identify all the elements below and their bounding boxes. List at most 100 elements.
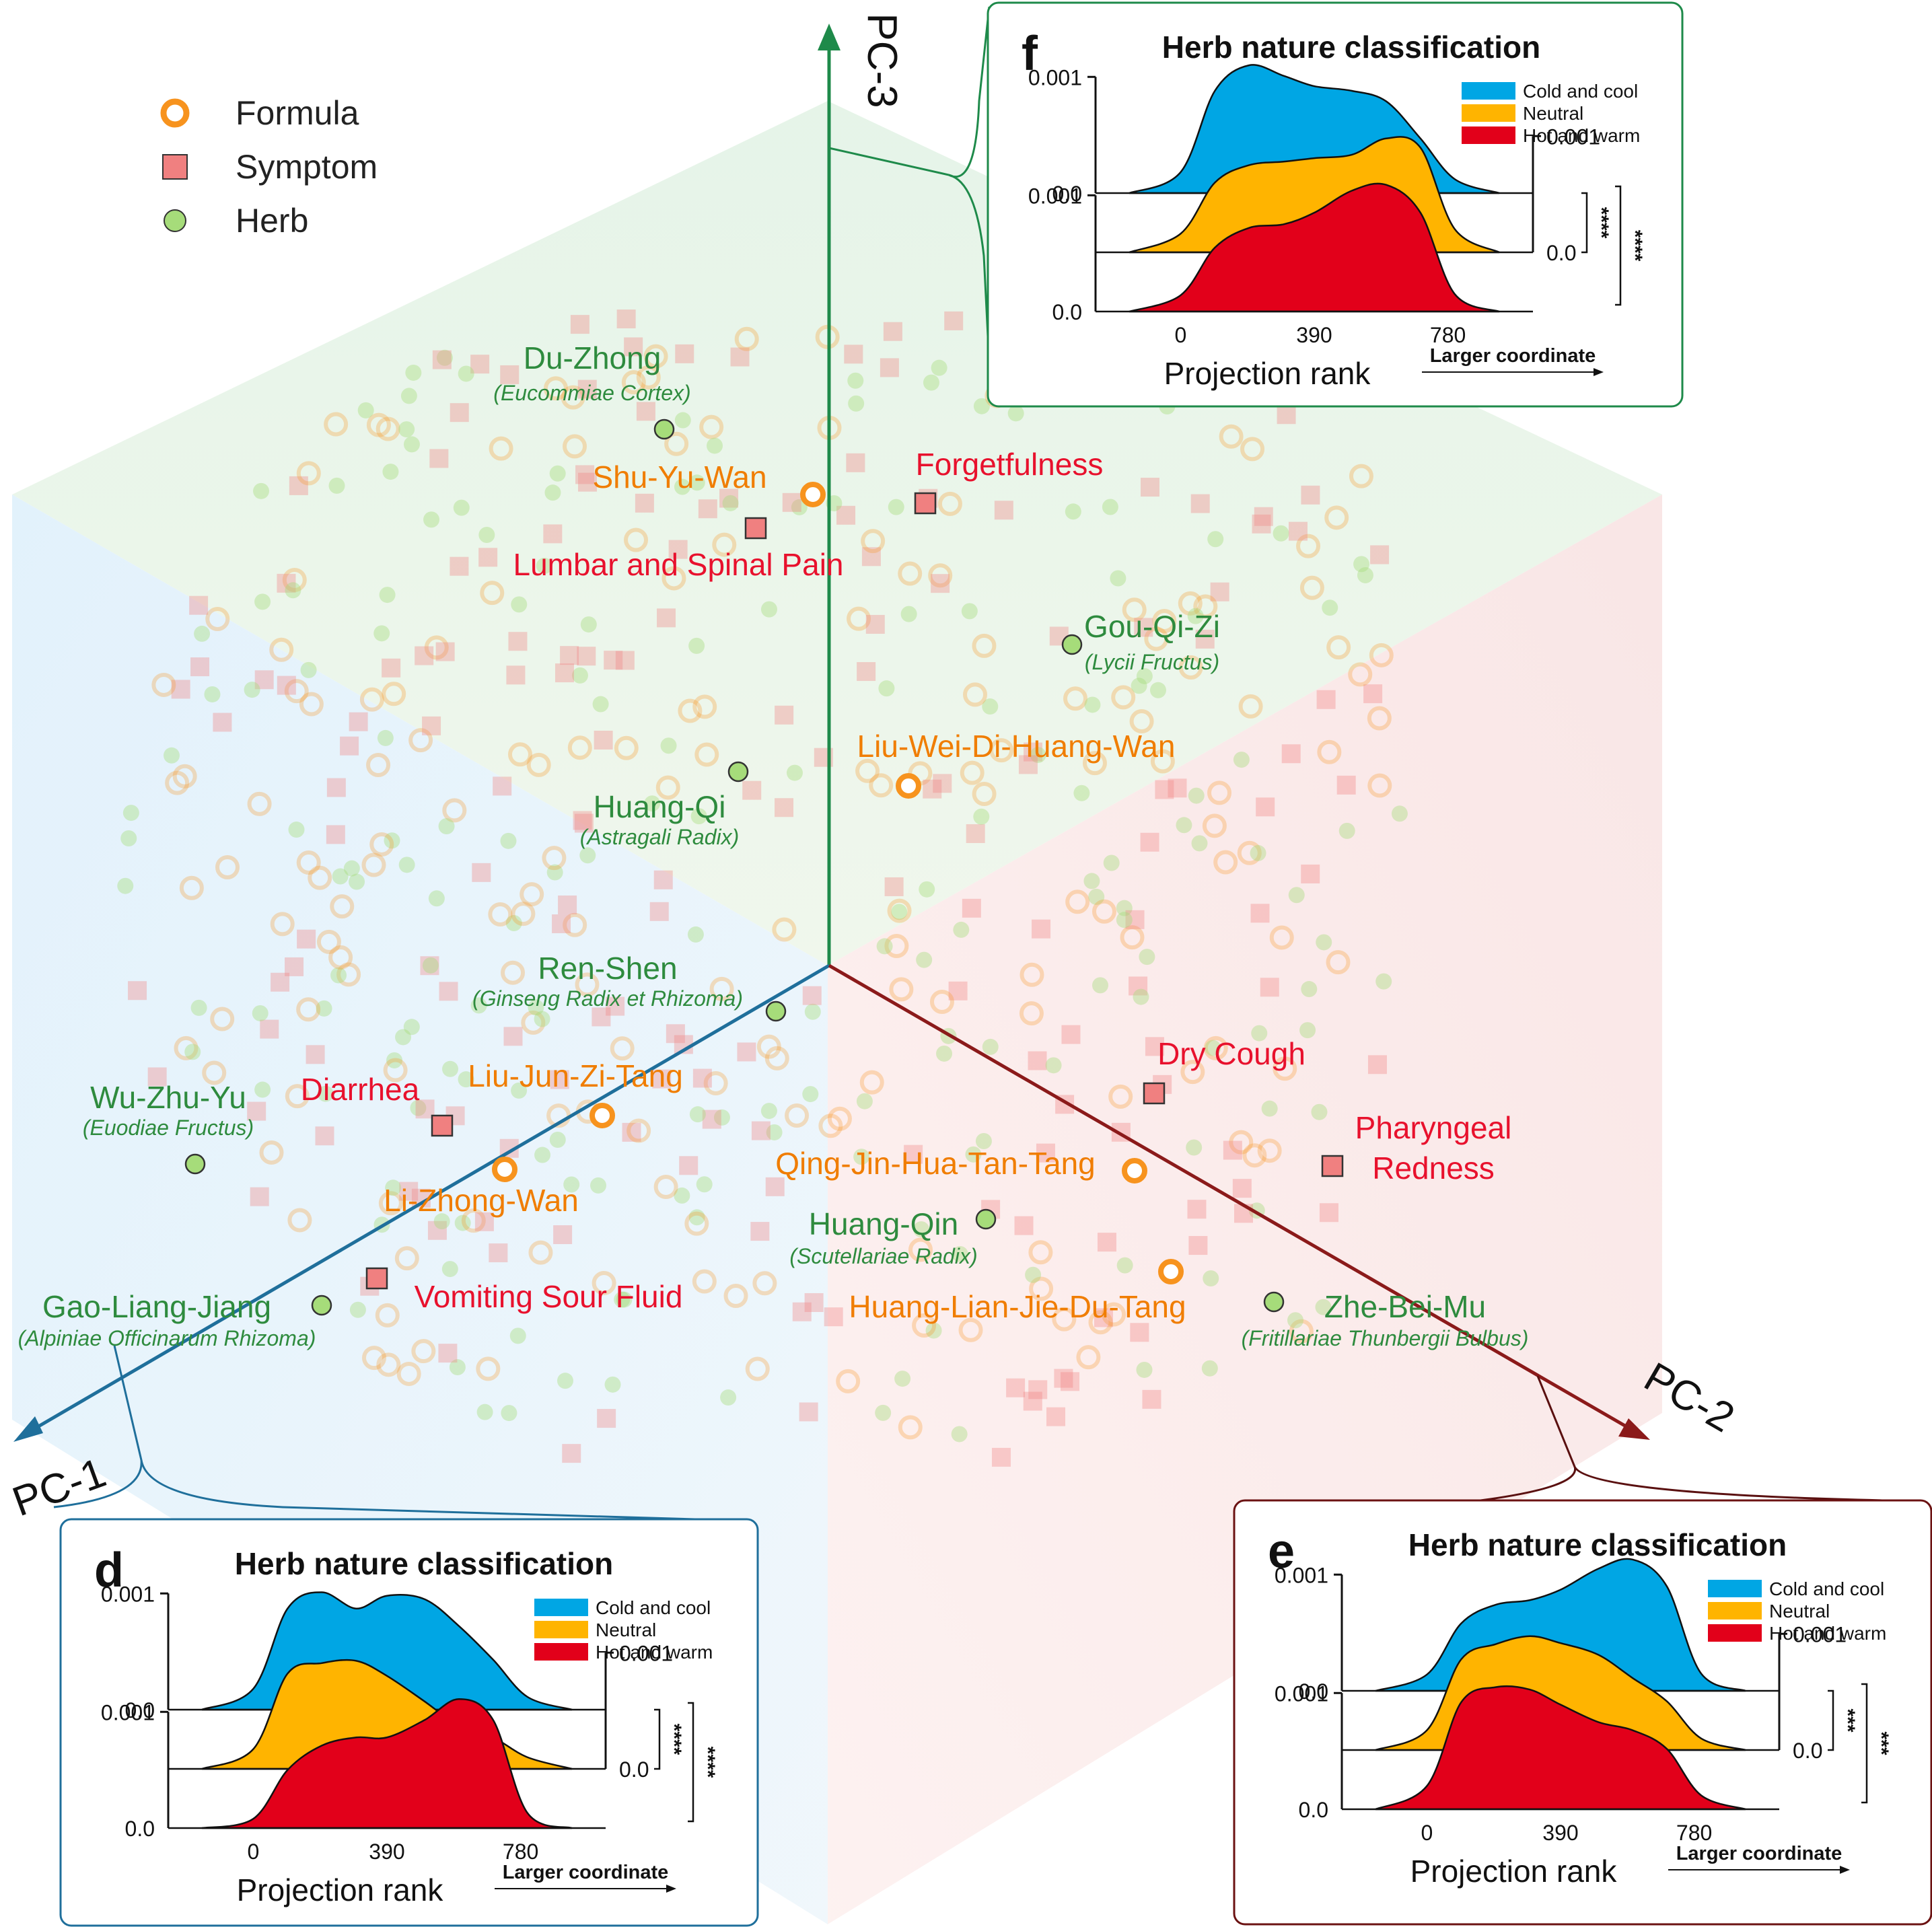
bg-herb-point [1110, 570, 1126, 587]
bg-symptom-point [1281, 744, 1301, 764]
bg-formula-point [756, 1034, 781, 1059]
point-latin-name: (Lycii Fructus) [1085, 650, 1219, 674]
bg-formula-point [1076, 1345, 1101, 1370]
bg-symptom-point [190, 657, 210, 677]
bg-formula-point [1088, 1310, 1113, 1335]
panel-legend-label: Neutral [596, 1619, 656, 1640]
ridge-y-tick-label: 0.0 [1299, 1679, 1328, 1704]
bg-herb-point [288, 822, 305, 838]
bg-formula-point [627, 1118, 651, 1143]
ridge-y-tick-label: 0.0 [125, 1817, 155, 1841]
bg-formula-point [520, 882, 544, 907]
point-label: Huang-Qin [809, 1206, 958, 1241]
bg-formula-point [972, 633, 997, 658]
ridge-y-tick-label: 0.001 [101, 1700, 155, 1724]
bg-formula-point [785, 1103, 810, 1128]
bg-symptom-point [543, 524, 563, 544]
bg-formula-point [1257, 1138, 1282, 1163]
bg-symptom-point [399, 1181, 419, 1201]
ridge-y-tick-label: 0.001 [1028, 184, 1082, 208]
bg-formula-point [1367, 706, 1392, 731]
bg-formula-point [210, 1007, 235, 1031]
bg-herb-point [660, 737, 677, 754]
bg-symptom-point [277, 676, 296, 695]
x-tick-label: 0 [247, 1840, 259, 1864]
arrow-head [666, 1885, 676, 1893]
bg-symptom-point [260, 1019, 279, 1039]
point-latin-name: (Fritillariae Thunbergii Bulbus) [1242, 1326, 1529, 1350]
bg-herb-point [919, 881, 935, 898]
bg-herb-point [549, 1131, 566, 1148]
bg-formula-point [287, 1208, 312, 1233]
x-tick-label: 0 [1174, 323, 1186, 347]
bg-formula-point [592, 1270, 616, 1295]
bg-symptom-point [1036, 1143, 1055, 1163]
bg-formula-point [1299, 575, 1324, 600]
bg-formula-point [898, 561, 923, 586]
bg-herb-point [254, 593, 271, 610]
bg-symptom-point [213, 713, 232, 732]
symptom-marker [744, 517, 767, 540]
bg-herb-point [442, 1060, 459, 1077]
formula-marker [492, 1157, 517, 1182]
formula-marker [896, 773, 921, 799]
bg-symptom-point [991, 1447, 1011, 1467]
bg-formula-point [972, 781, 997, 806]
bg-formula-point [655, 775, 680, 800]
bg-herb-point [688, 474, 705, 491]
bg-formula-point [1240, 437, 1265, 462]
bg-symptom-point [1256, 797, 1275, 817]
bg-herb-point [1250, 844, 1266, 861]
bg-formula-point [989, 738, 1014, 763]
bg-herb-point [1316, 934, 1332, 951]
bg-formula-point [1326, 950, 1351, 975]
bg-formula-point [1029, 1276, 1054, 1301]
bg-herb-point [163, 747, 180, 764]
bg-symptom-point [382, 658, 401, 678]
bg-formula-point [884, 934, 909, 959]
bg-symptom-point [1367, 1055, 1387, 1075]
connector-d [53, 1345, 741, 1522]
bg-herb-point [120, 830, 137, 847]
bg-herb-point [433, 1213, 450, 1230]
bg-symptom-point [573, 811, 592, 830]
point-label: Huang-Lian-Jie-Du-Tang [849, 1289, 1186, 1324]
bg-symptom-point [782, 493, 801, 512]
bg-herb-point [982, 1038, 999, 1055]
bg-formula-point [929, 989, 954, 1014]
panel-legend-swatch [1708, 1602, 1762, 1619]
x-tick-label: 780 [1676, 1821, 1712, 1845]
bg-herb-point [428, 890, 445, 907]
bg-formula-point [889, 977, 914, 1002]
bg-herb-point [453, 499, 470, 516]
bg-symptom-point [315, 1126, 334, 1146]
bg-herb-point [1287, 1312, 1303, 1329]
bg-formula-point [624, 527, 649, 552]
bg-formula-point [151, 672, 176, 697]
bg-herb-point [722, 495, 739, 511]
bg-formula-point [1369, 643, 1394, 667]
bg-formula-point [1213, 850, 1238, 875]
bg-symptom-point [1301, 864, 1320, 883]
panel-letter: e [1268, 1525, 1295, 1578]
bg-formula-point [887, 898, 912, 923]
bg-formula-point [1111, 685, 1136, 710]
bg-symptom-point [883, 322, 902, 341]
bg-symptom-point [750, 1222, 770, 1241]
bg-symptom-point [1125, 910, 1145, 929]
bg-formula-point [614, 735, 639, 760]
bg-formula-point [575, 972, 600, 997]
bg-herb-point [1092, 977, 1108, 994]
panel-e: e Herb nature classification Cold and cool… [1233, 1499, 1932, 1926]
bg-formula-point [542, 846, 567, 871]
panel-letter: f [1022, 27, 1038, 81]
bg-herb-point [422, 957, 439, 974]
point-label: Wu-Zhu-Yu [90, 1080, 246, 1115]
bg-formula-point [1144, 626, 1169, 651]
bg-formula-point [308, 865, 332, 890]
bg-herb-point [1116, 912, 1133, 929]
cube-face-right [828, 495, 1662, 1924]
bg-formula-point [296, 461, 321, 486]
bg-herb-point [454, 1214, 471, 1231]
bg-symptom-point [737, 1042, 756, 1062]
